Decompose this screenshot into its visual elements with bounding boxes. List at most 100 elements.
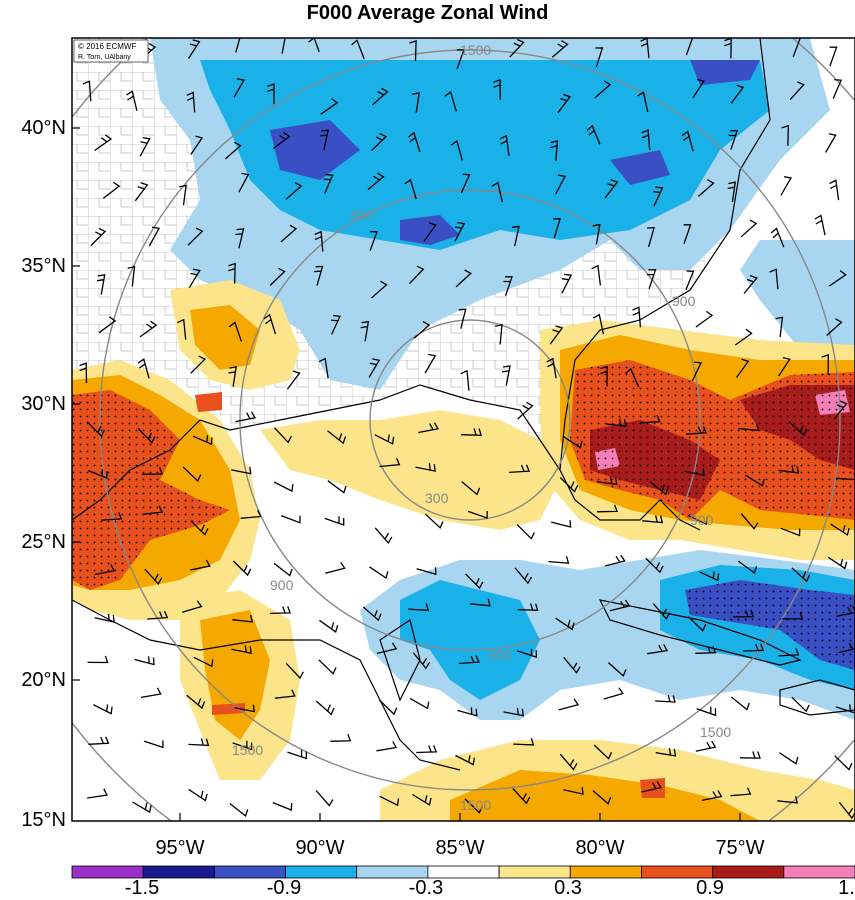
wind-barb [512, 788, 531, 805]
wind-barb [686, 426, 708, 435]
wind-barb [318, 357, 329, 379]
wind-barb [509, 38, 525, 58]
wind-barb [502, 365, 511, 386]
wind-barb [360, 320, 370, 342]
wind-barb [735, 358, 750, 378]
wind-barb [141, 467, 163, 475]
wind-barb [127, 265, 136, 287]
contour-label: 300 [425, 490, 449, 506]
wind-barb [379, 699, 398, 716]
wind-barb [593, 744, 613, 760]
contour-label: 900 [690, 512, 714, 528]
wind-barb [695, 740, 717, 752]
colorbar-label: -0.3 [408, 877, 444, 899]
wind-barb [280, 514, 301, 524]
wind-barb [606, 418, 627, 427]
contour-900 [239, 189, 701, 651]
wind-barb [273, 481, 294, 493]
lat-label: 40°N [21, 117, 66, 139]
wind-barb [553, 218, 561, 238]
wind-barb [695, 645, 717, 654]
wind-barb [126, 90, 138, 111]
wind-barb [639, 414, 661, 424]
hispaniola [779, 679, 855, 716]
wind-barb [460, 173, 471, 194]
wind-barb [685, 270, 695, 291]
wind-barb [641, 129, 651, 151]
lon-label: 95°W [155, 837, 205, 859]
wind-barb [374, 434, 395, 445]
wind-barb [740, 219, 758, 238]
pos-strong-small-1 [195, 392, 222, 412]
wind-barb [371, 280, 388, 299]
wind-barb [87, 655, 109, 664]
wind-barb [412, 652, 431, 670]
wind-barb [231, 466, 252, 475]
map-frame [71, 37, 855, 822]
wind-barb [632, 306, 642, 328]
wind-barb [96, 274, 106, 295]
wind-barb [609, 599, 631, 612]
wind-barb [828, 270, 847, 287]
wind-barb [641, 781, 662, 793]
wind-barb [330, 314, 341, 335]
wind-barb [274, 689, 296, 699]
wind-barb [423, 222, 437, 242]
wind-barb [224, 141, 242, 160]
wind-barb [825, 133, 837, 153]
contour-label: 1500 [460, 42, 491, 58]
wind-barb [79, 362, 88, 384]
wind-barb [320, 98, 339, 115]
florida-east [559, 38, 771, 471]
wind-barbs [79, 38, 855, 820]
wind-barb [555, 174, 566, 195]
wind-barb [416, 745, 438, 754]
wind-barb [418, 422, 440, 434]
wind-barb [232, 740, 253, 751]
neg-strong-1 [270, 120, 360, 180]
wind-barb [789, 81, 805, 100]
credit-box [73, 39, 149, 63]
wind-barb [190, 559, 211, 571]
wind-barb [738, 423, 760, 432]
wind-barb [369, 566, 389, 580]
wind-barb [559, 477, 579, 493]
wind-barb [193, 656, 214, 668]
lon-label: 75°W [715, 837, 765, 859]
wind-barb [493, 78, 502, 100]
wind-barb [235, 411, 257, 423]
wind-barb [743, 274, 758, 294]
wind-barb [188, 738, 210, 747]
wind-barb [596, 476, 618, 486]
wind-barb [465, 573, 484, 590]
wind-barb [240, 509, 262, 519]
wind-barb [371, 132, 388, 152]
wind-barb [457, 707, 478, 717]
wind-barb [315, 700, 335, 716]
wind-barb [782, 612, 804, 620]
wind-barb [514, 567, 533, 585]
wind-barb [551, 40, 569, 58]
wind-barb [777, 795, 799, 804]
wind-barb [683, 224, 692, 245]
wind-barb [687, 514, 708, 526]
wind-barb [450, 140, 463, 161]
wind-barb [143, 740, 164, 749]
wind-barb [592, 223, 601, 245]
wind-barb [272, 801, 293, 811]
wind-barb [182, 466, 202, 483]
wind-barb [87, 788, 108, 799]
wind-barb [182, 600, 203, 613]
wind-barb [98, 316, 117, 334]
wind-barb [101, 512, 123, 521]
wind-barb [273, 132, 291, 150]
wind-barb [325, 561, 346, 574]
wind-barb [187, 227, 204, 246]
wind-barb [186, 694, 206, 710]
wind-barb [233, 78, 245, 98]
wind-barb [647, 227, 655, 248]
wind-barb [147, 610, 169, 620]
stipple-east-neg [685, 580, 855, 670]
wind-barb [102, 181, 121, 199]
wind-barb [814, 214, 826, 236]
